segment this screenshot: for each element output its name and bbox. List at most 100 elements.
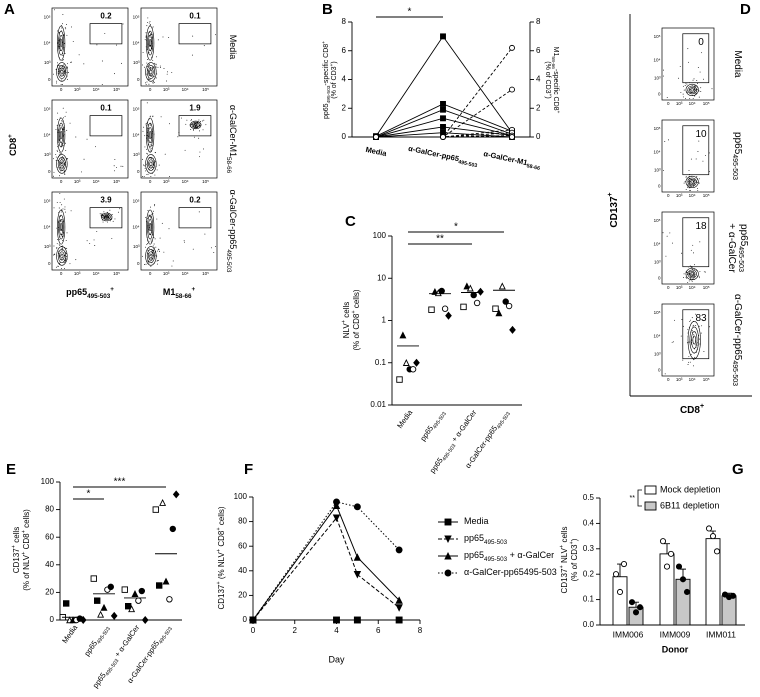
event-dot: [113, 170, 115, 172]
significance-label: *: [87, 489, 91, 500]
event-dot: [148, 78, 150, 80]
event-dot: [64, 174, 66, 175]
row-label-group: Media: [732, 50, 743, 78]
event-dot: [143, 126, 145, 128]
event-dot: [64, 208, 66, 210]
event-dot: [689, 181, 691, 182]
event-dot: [67, 67, 68, 69]
event-dot: [60, 125, 62, 127]
y-axis-label-part: (% of CD3: [570, 544, 579, 581]
bar: [721, 595, 737, 626]
y2-axis-label-part: 58-66: [550, 56, 556, 69]
contour: [685, 83, 699, 96]
data-point: [628, 599, 636, 606]
event-dot: [150, 206, 151, 208]
event-dot: [688, 181, 690, 182]
row-label-part: pp65: [738, 224, 749, 247]
x-axis-label-group: CD8+: [680, 403, 704, 415]
event-dot: [112, 220, 114, 222]
event-dot: [111, 237, 113, 239]
event-dot: [61, 157, 63, 159]
contour: [690, 180, 694, 184]
event-dot: [692, 244, 694, 246]
marker: [373, 134, 379, 140]
event-dot: [693, 334, 695, 336]
marker: [169, 525, 177, 533]
event-dot: [157, 250, 158, 252]
contour: [59, 223, 63, 232]
event-dot: [114, 218, 116, 220]
contour: [59, 39, 63, 48]
event-dot: [154, 174, 156, 176]
y-tick-label: 4: [342, 75, 347, 84]
y-axis-label-part: NLV: [342, 323, 351, 339]
y-axis-label: pp65495-503-specific CD8+: [322, 41, 332, 119]
flow-tick-label: 10³: [676, 285, 683, 290]
row-label-group: α-GalCer-pp65495-503: [731, 294, 744, 386]
event-dot: [693, 180, 695, 182]
row-label-part: Media: [732, 50, 743, 78]
marker: [353, 571, 362, 579]
event-dot: [171, 265, 173, 267]
event-dot: [150, 74, 152, 76]
contour: [60, 161, 64, 167]
contour: [690, 272, 694, 276]
flow-tick-label: 0: [667, 285, 670, 290]
event-dot: [155, 77, 157, 79]
event-dot: [154, 247, 155, 249]
event-dot: [61, 60, 63, 61]
x-tick-label-part: 58-66: [526, 164, 540, 173]
contour: [101, 212, 113, 222]
x-tick-label: 6: [376, 626, 381, 635]
event-dot: [682, 359, 684, 361]
data-point: [612, 571, 620, 578]
flow-tick-label: 10³: [44, 152, 51, 157]
event-dot: [671, 242, 673, 244]
event-dot: [69, 263, 71, 265]
contour: [146, 249, 155, 263]
event-dot: [62, 245, 64, 247]
event-dot: [61, 259, 63, 260]
flow-tick-label: 10⁴: [44, 132, 51, 137]
event-dot: [144, 146, 146, 148]
event-dot: [65, 28, 67, 30]
event-dot: [56, 64, 58, 66]
event-dot: [702, 320, 704, 322]
flow-tick-label: 10³: [133, 60, 140, 65]
event-dot: [53, 171, 55, 173]
event-dot: [148, 65, 150, 67]
event-dot: [689, 190, 691, 192]
data-point: [632, 609, 640, 616]
gate-value: 0: [698, 37, 704, 48]
event-dot: [109, 209, 111, 211]
event-dot: [64, 115, 66, 117]
event-dot: [160, 116, 162, 118]
marker: [131, 590, 139, 597]
event-dot: [696, 349, 698, 351]
gate: [682, 125, 710, 176]
event-dot: [696, 89, 698, 91]
event-dot: [686, 273, 688, 275]
event-dot: [145, 125, 147, 127]
event-dot: [120, 165, 122, 167]
marker: [441, 305, 449, 312]
event-dot: [157, 260, 159, 262]
marker: [463, 282, 471, 290]
event-dot: [686, 83, 688, 85]
flow-tick-label: 10³: [163, 271, 170, 276]
event-dot: [687, 184, 689, 186]
event-dot: [56, 30, 58, 32]
event-dot: [708, 152, 710, 154]
event-dot: [104, 32, 106, 34]
y-axis-label-part: +: [322, 41, 327, 44]
marker: [124, 603, 132, 610]
event-dot: [692, 185, 694, 187]
event-dot: [154, 62, 156, 64]
legend-label: α-GalCer-pp65495-503: [464, 567, 557, 577]
event-dot: [145, 170, 147, 172]
event-dot: [61, 248, 63, 250]
event-dot: [688, 175, 690, 177]
event-dot: [156, 255, 158, 257]
event-dot: [664, 373, 666, 375]
